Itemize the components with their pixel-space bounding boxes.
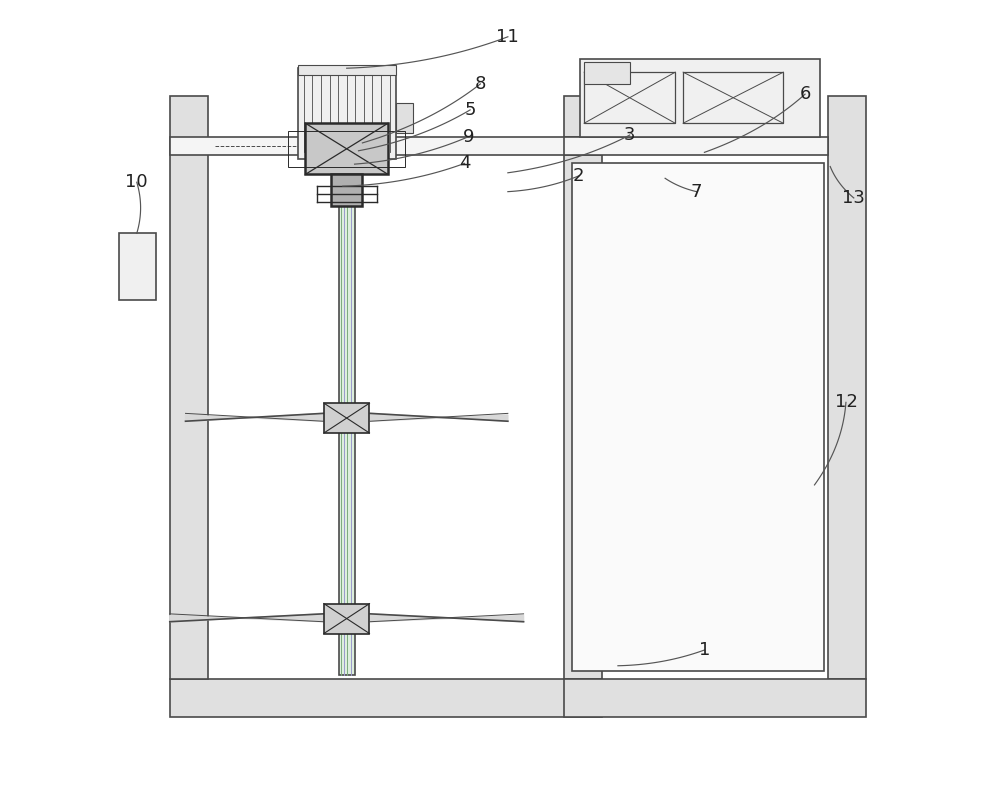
Bar <box>298 65 396 74</box>
Bar <box>828 95 866 679</box>
Text: 11: 11 <box>496 28 519 46</box>
Text: 8: 8 <box>475 75 486 93</box>
Bar <box>339 174 355 675</box>
Bar <box>170 679 602 717</box>
Bar <box>305 123 388 174</box>
Bar <box>564 679 866 717</box>
Bar <box>119 234 156 300</box>
Bar <box>584 72 675 123</box>
Text: 1: 1 <box>699 641 710 659</box>
Text: 10: 10 <box>125 174 148 191</box>
Text: 12: 12 <box>835 394 857 411</box>
Text: 2: 2 <box>573 167 584 185</box>
Text: 9: 9 <box>463 128 474 146</box>
Bar <box>324 604 369 634</box>
Bar <box>288 131 405 166</box>
Bar <box>683 72 783 123</box>
Bar <box>313 137 380 159</box>
Polygon shape <box>170 614 323 622</box>
Bar <box>564 95 602 679</box>
Bar <box>324 403 369 433</box>
Bar <box>580 59 820 137</box>
Bar <box>170 95 208 679</box>
Bar <box>572 163 824 671</box>
Text: 4: 4 <box>459 155 470 172</box>
Bar <box>564 137 828 155</box>
Bar <box>584 62 630 84</box>
Bar <box>298 68 396 159</box>
Polygon shape <box>186 413 323 421</box>
Text: 13: 13 <box>842 189 865 207</box>
Bar <box>331 174 362 206</box>
Bar <box>396 103 413 133</box>
Text: 6: 6 <box>799 85 811 103</box>
Polygon shape <box>370 614 524 622</box>
Text: 7: 7 <box>691 183 702 200</box>
Bar <box>170 137 602 155</box>
Polygon shape <box>370 413 508 421</box>
Text: 3: 3 <box>624 126 635 144</box>
Text: 5: 5 <box>464 101 476 119</box>
